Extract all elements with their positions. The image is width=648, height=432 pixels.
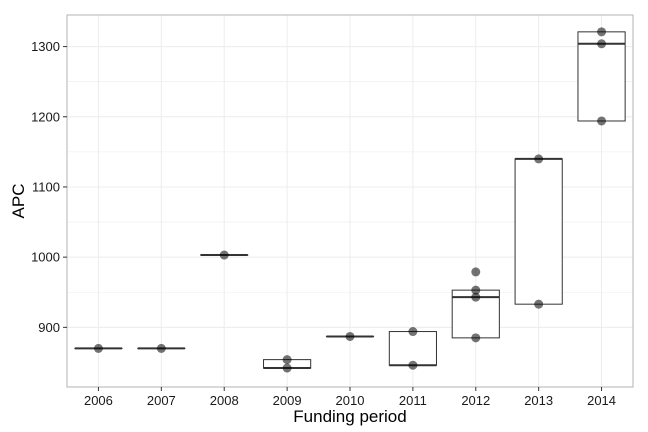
y-tick-label: 1300 xyxy=(31,39,60,54)
y-axis-title: APC xyxy=(9,184,28,219)
data-point xyxy=(471,292,481,302)
y-tick-label: 1000 xyxy=(31,250,60,265)
data-point xyxy=(471,267,481,277)
grid xyxy=(67,15,633,387)
data-point xyxy=(471,285,481,295)
y-tick-label: 1100 xyxy=(32,179,60,194)
data-point xyxy=(471,333,481,343)
data-point xyxy=(597,116,607,126)
x-tick-label: 2011 xyxy=(399,393,427,408)
data-point xyxy=(408,327,418,337)
data-point xyxy=(408,360,418,370)
data-point xyxy=(282,363,292,373)
x-tick-label: 2013 xyxy=(524,393,553,408)
data-point xyxy=(156,343,166,353)
x-axis-title: Funding period xyxy=(293,407,406,426)
data-point xyxy=(219,250,229,260)
data-point xyxy=(597,39,607,49)
data-point xyxy=(534,299,544,309)
points xyxy=(93,27,607,373)
x-tick-label: 2008 xyxy=(210,393,239,408)
data-point xyxy=(282,355,292,365)
data-point xyxy=(345,331,355,341)
box xyxy=(514,158,563,305)
data-point xyxy=(93,343,103,353)
x-tick-label: 2007 xyxy=(147,393,176,408)
x-tick-label: 2012 xyxy=(461,393,490,408)
data-point xyxy=(534,154,544,164)
x-tick-label: 2009 xyxy=(273,393,302,408)
data-point xyxy=(597,27,607,37)
x-tick-label: 2006 xyxy=(84,393,113,408)
axes: 900 1000 1100 1200 1300 2006 2007 2008 2009 2010 2… xyxy=(31,39,616,408)
x-tick-label: 2014 xyxy=(587,393,616,408)
y-tick-label: 900 xyxy=(38,320,60,335)
y-tick-label: 1200 xyxy=(31,109,60,124)
box xyxy=(388,331,437,366)
x-tick-label: 2010 xyxy=(336,393,365,408)
